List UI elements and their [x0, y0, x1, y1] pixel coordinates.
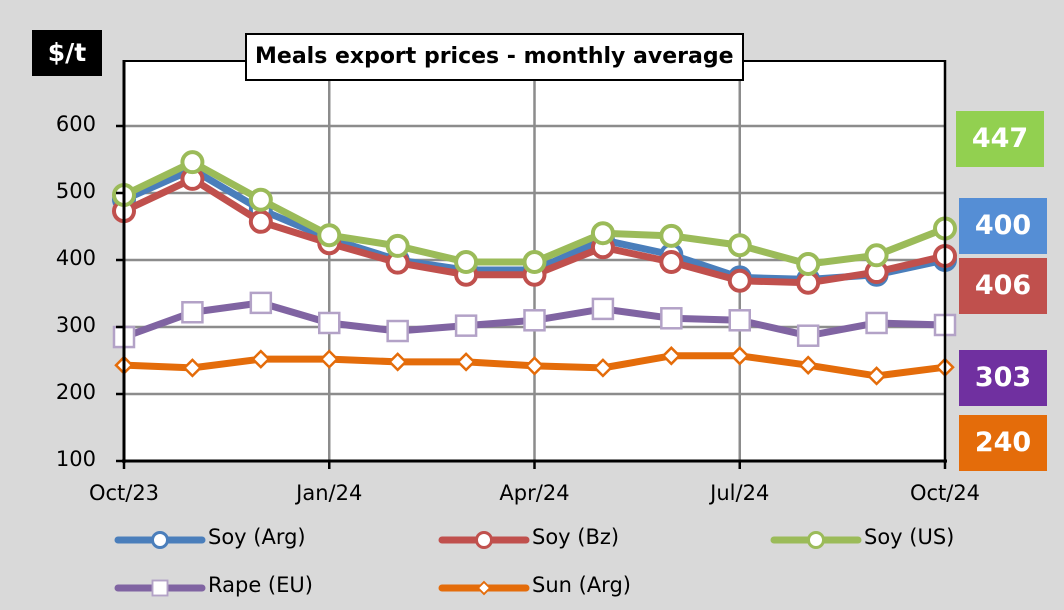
series-sun-arg [114, 346, 955, 386]
data-point [866, 366, 887, 386]
data-point [251, 349, 271, 369]
data-point [728, 309, 751, 332]
data-point [659, 250, 684, 275]
data-point [659, 223, 684, 248]
legend-label: Rape (EU) [208, 573, 313, 597]
data-point [386, 319, 409, 343]
data-point [727, 233, 752, 258]
data-point [729, 346, 750, 366]
data-point [796, 324, 820, 347]
data-point [318, 311, 341, 335]
chart-title: Meals export prices - monthly average [245, 33, 744, 81]
latest-value-soy-bz: 406 [959, 258, 1047, 314]
y-tick-label: 100 [55, 447, 96, 471]
data-point [181, 301, 204, 324]
data-point [456, 352, 476, 372]
legend-item [438, 580, 530, 596]
y-tick-label: 400 [55, 246, 96, 270]
y-axis-unit-label: $/t [32, 30, 102, 76]
series-layer [112, 150, 957, 386]
data-point [524, 356, 545, 376]
data-point [727, 268, 752, 293]
legend-label: Soy (Bz) [532, 525, 620, 549]
data-point [248, 187, 273, 212]
x-tick-label: Apr/24 [499, 481, 570, 505]
data-point [475, 531, 493, 549]
latest-value-rape-eu: 303 [959, 350, 1047, 406]
data-point [660, 307, 683, 330]
x-tick-label: Oct/23 [88, 481, 160, 505]
data-point [249, 291, 273, 315]
legend-label: Sun (Arg) [532, 573, 631, 597]
data-point [248, 209, 273, 234]
y-tick-label: 200 [55, 380, 96, 404]
data-point [151, 579, 169, 597]
data-point [590, 221, 615, 246]
data-point [317, 223, 342, 248]
latest-value-sun-arg: 240 [959, 415, 1047, 471]
data-point [865, 311, 888, 335]
y-tick-label: 600 [55, 112, 96, 136]
legend-label: Soy (Arg) [208, 525, 306, 549]
data-point [798, 355, 818, 375]
x-tick-label: Jul/24 [710, 481, 770, 505]
data-point [151, 531, 169, 549]
data-point [454, 314, 478, 337]
x-tick-label: Oct/24 [909, 481, 981, 505]
y-tick-label: 300 [55, 313, 96, 337]
legend-item [114, 579, 206, 597]
data-point [522, 250, 547, 275]
data-point [807, 531, 825, 549]
data-point [387, 352, 408, 372]
data-point [523, 309, 546, 332]
data-point [796, 252, 821, 277]
data-point [661, 346, 682, 366]
data-point [864, 243, 889, 268]
data-point [182, 358, 203, 378]
data-point [476, 580, 492, 596]
legend-item [438, 531, 530, 549]
legend-label: Soy (US) [864, 525, 955, 549]
legend-item [114, 531, 206, 549]
legend-item [770, 531, 862, 549]
data-point [454, 250, 479, 275]
data-point [591, 297, 615, 321]
data-point [319, 349, 340, 369]
x-tick-label: Jan/24 [296, 481, 363, 505]
data-point [385, 233, 410, 258]
data-point [180, 150, 205, 175]
legend [114, 531, 862, 597]
data-point [593, 358, 613, 378]
latest-value-soy-arg: 400 [959, 198, 1047, 254]
series-soy-us [112, 150, 957, 277]
y-tick-label: 500 [55, 179, 96, 203]
latest-value-soy-us: 447 [956, 111, 1044, 167]
